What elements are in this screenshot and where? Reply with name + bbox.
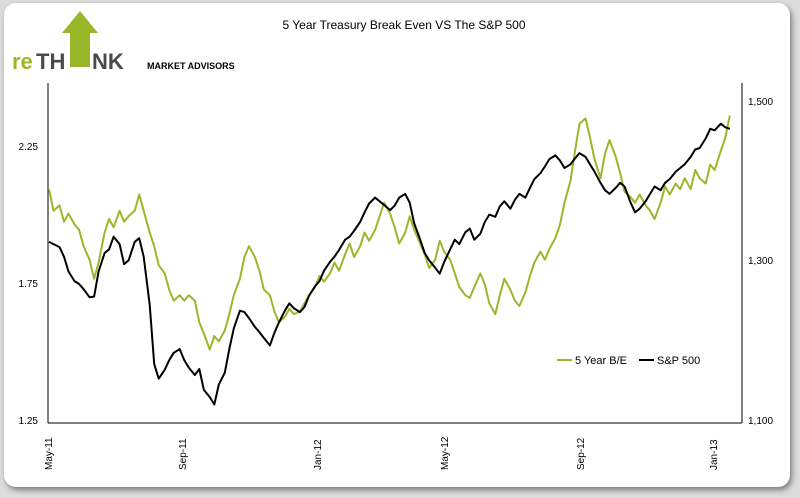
- y-right-tick-label: 1,100: [748, 416, 773, 427]
- y-right-tick-label: 1,300: [748, 256, 773, 267]
- chart-legend: 5 Year B/E S&P 500: [557, 355, 700, 367]
- rethink-logo: re TH NK MARKET ADVISORS: [12, 11, 235, 74]
- x-tick-label: Jan-13: [709, 439, 720, 470]
- logo-middle: TH: [36, 49, 65, 74]
- series-line-sp500: [48, 122, 731, 406]
- x-tick-label: Sep-11: [178, 438, 189, 470]
- chart-canvas: re TH NK MARKET ADVISORS 5 Year Treasury…: [12, 11, 773, 470]
- logo-tagline: MARKET ADVISORS: [147, 61, 235, 71]
- x-tick-label: Jan-12: [313, 439, 324, 470]
- chart-title: 5 Year Treasury Break Even VS The S&P 50…: [282, 18, 525, 32]
- x-tick-label: Sep-12: [576, 437, 587, 470]
- legend-label-5yr-be: 5 Year B/E: [575, 355, 627, 367]
- x-tick-label: May-12: [440, 436, 451, 470]
- logo-suffix: NK: [92, 49, 124, 74]
- series-line-5yr-be: [48, 115, 731, 351]
- y-left-tick-label: 1.75: [19, 279, 39, 290]
- logo-arrow-icon: [62, 11, 98, 67]
- y-left-tick-label: 1.25: [19, 416, 39, 427]
- chart-frame: re TH NK MARKET ADVISORS 5 Year Treasury…: [4, 3, 790, 487]
- x-tick-label: May-11: [44, 437, 55, 470]
- logo-prefix: re: [12, 49, 33, 74]
- y-right-tick-label: 1,500: [748, 97, 773, 108]
- y-left-tick-label: 2.25: [19, 142, 39, 153]
- legend-label-sp500: S&P 500: [657, 355, 700, 367]
